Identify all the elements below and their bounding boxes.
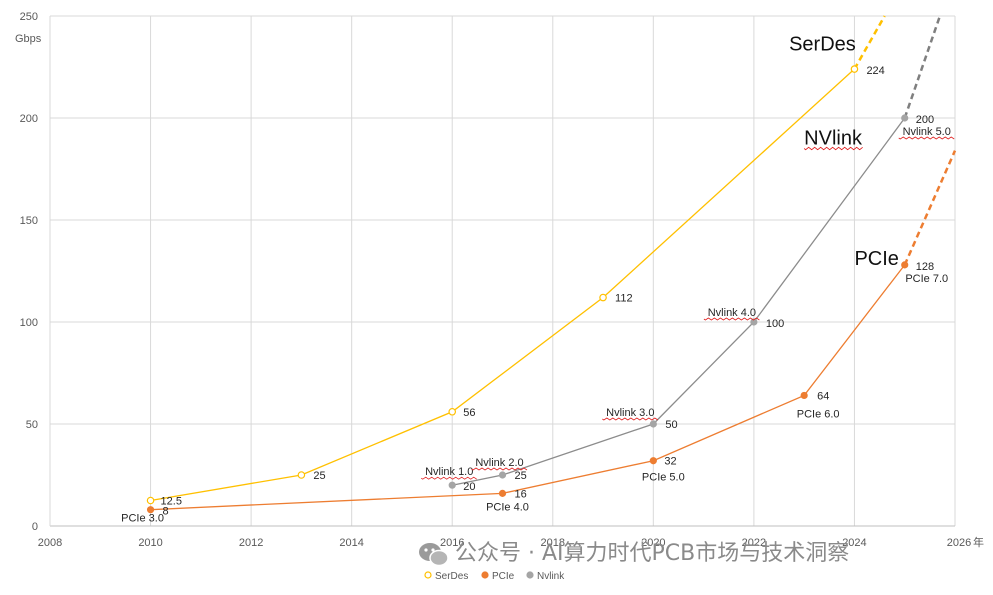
data-label-pcie: 32 bbox=[664, 456, 676, 468]
data-point-pcie bbox=[901, 261, 909, 269]
data-label-nvlink: 50 bbox=[665, 419, 677, 431]
watermark-text: 公众号 · AI算力时代PCB市场与技术洞察 bbox=[455, 541, 849, 566]
point-label-nvlink: Nvlink 1.0 bbox=[425, 466, 473, 478]
series-annotation-nvlink: NVlink bbox=[804, 128, 863, 150]
x-tick-label: 2018 bbox=[541, 537, 565, 549]
point-label-nvlink: Nvlink 4.0 bbox=[708, 307, 756, 319]
x-tick-label: 2020 bbox=[641, 537, 665, 549]
point-label-pcie: PCIe 7.0 bbox=[905, 273, 948, 285]
data-point-nvlink bbox=[448, 481, 456, 489]
legend-marker-pcie bbox=[481, 571, 489, 579]
data-point-serdes bbox=[448, 407, 457, 416]
data-label-nvlink: 20 bbox=[463, 481, 475, 493]
x-tick-label: 2012 bbox=[239, 537, 263, 549]
data-label-serdes: 112 bbox=[615, 293, 633, 305]
y-tick-label: 0 bbox=[32, 521, 38, 533]
x-tick-label: 2008 bbox=[38, 537, 62, 549]
data-point-pcie bbox=[800, 391, 808, 400]
data-point-pcie bbox=[146, 506, 155, 514]
data-label-serdes: 25 bbox=[313, 470, 325, 482]
legend-marker-nvlink bbox=[526, 571, 534, 579]
data-label-pcie: 8 bbox=[163, 506, 169, 518]
x-tick-label: 2014 bbox=[339, 537, 363, 549]
data-point-serdes bbox=[297, 471, 306, 479]
data-label-nvlink: 100 bbox=[766, 318, 784, 330]
wechat-icon bbox=[419, 543, 449, 567]
projection-line-pcie bbox=[903, 150, 957, 266]
series-line-pcie bbox=[150, 264, 906, 511]
data-point-nvlink bbox=[498, 471, 507, 479]
y-axis-label: Gbps bbox=[15, 33, 42, 45]
point-label-nvlink: Nvlink 5.0 bbox=[903, 126, 951, 138]
x-axis-unit: 年 bbox=[973, 535, 984, 549]
data-label-nvlink: 200 bbox=[916, 114, 934, 126]
spellcheck-underline bbox=[602, 417, 659, 421]
x-tick-label: 2022 bbox=[742, 537, 766, 549]
series-annotation-serdes: SerDes bbox=[789, 34, 856, 56]
legend-label-nvlink: Nvlink bbox=[537, 571, 565, 582]
point-label-pcie: PCIe 4.0 bbox=[486, 501, 529, 513]
y-tick-label: 250 bbox=[20, 11, 38, 23]
legend-label-serdes: SerDes bbox=[435, 571, 468, 582]
legend: SerDes PCIe Nvlink bbox=[424, 571, 565, 582]
point-label-nvlink: Nvlink 2.0 bbox=[475, 457, 523, 469]
data-point-serdes bbox=[146, 496, 155, 505]
projection-line-nvlink bbox=[903, 15, 942, 119]
x-tick-label: 2016 bbox=[440, 537, 464, 549]
legend-label-pcie: PCIe bbox=[492, 571, 515, 582]
legend-marker-serdes bbox=[424, 571, 432, 579]
data-label-nvlink: 25 bbox=[515, 470, 527, 482]
spellcheck-underline bbox=[703, 317, 760, 321]
point-label-nvlink: Nvlink 3.0 bbox=[606, 407, 654, 419]
data-label-serdes: 56 bbox=[463, 407, 475, 419]
grid bbox=[50, 15, 956, 526]
data-label-pcie: 16 bbox=[515, 488, 527, 500]
data-label-serdes: 12.5 bbox=[161, 496, 182, 508]
spellcheck-underline bbox=[421, 476, 477, 480]
y-tick-label: 50 bbox=[26, 419, 38, 431]
data-label-pcie: 128 bbox=[916, 261, 934, 273]
data-point-serdes bbox=[850, 65, 859, 73]
x-tick-label: 2010 bbox=[138, 537, 162, 549]
spellcheck-underline bbox=[803, 146, 863, 151]
y-tick-label: 150 bbox=[20, 215, 38, 227]
point-label-pcie: PCIe 3.0 bbox=[121, 513, 164, 525]
data-point-nvlink bbox=[750, 318, 758, 326]
series-annotation-pcie: PCIe bbox=[854, 248, 898, 270]
data-point-pcie bbox=[498, 489, 507, 497]
point-label-pcie: PCIe 6.0 bbox=[797, 408, 840, 420]
x-tick-label: 2024 bbox=[842, 537, 866, 549]
series-layer bbox=[146, 15, 957, 514]
y-tick-label: 200 bbox=[20, 113, 38, 125]
data-point-serdes bbox=[599, 293, 607, 302]
data-point-nvlink bbox=[901, 114, 909, 122]
spellcheck-underline bbox=[898, 136, 955, 140]
x-tick-label: 2026 bbox=[947, 537, 971, 549]
y-tick-label: 100 bbox=[20, 317, 38, 329]
spellcheck-underline bbox=[471, 467, 528, 471]
data-label-pcie: 64 bbox=[817, 390, 829, 402]
data-label-serdes: 224 bbox=[866, 65, 884, 77]
data-point-nvlink bbox=[649, 420, 657, 428]
projection-line-serdes bbox=[853, 15, 886, 70]
watermark: 公众号 · AI算力时代PCB市场与技术洞察 bbox=[419, 541, 849, 567]
series-line-serdes bbox=[150, 68, 855, 502]
series-line-nvlink bbox=[452, 117, 906, 486]
point-label-pcie: PCIe 5.0 bbox=[642, 472, 685, 484]
data-point-pcie bbox=[649, 457, 657, 465]
